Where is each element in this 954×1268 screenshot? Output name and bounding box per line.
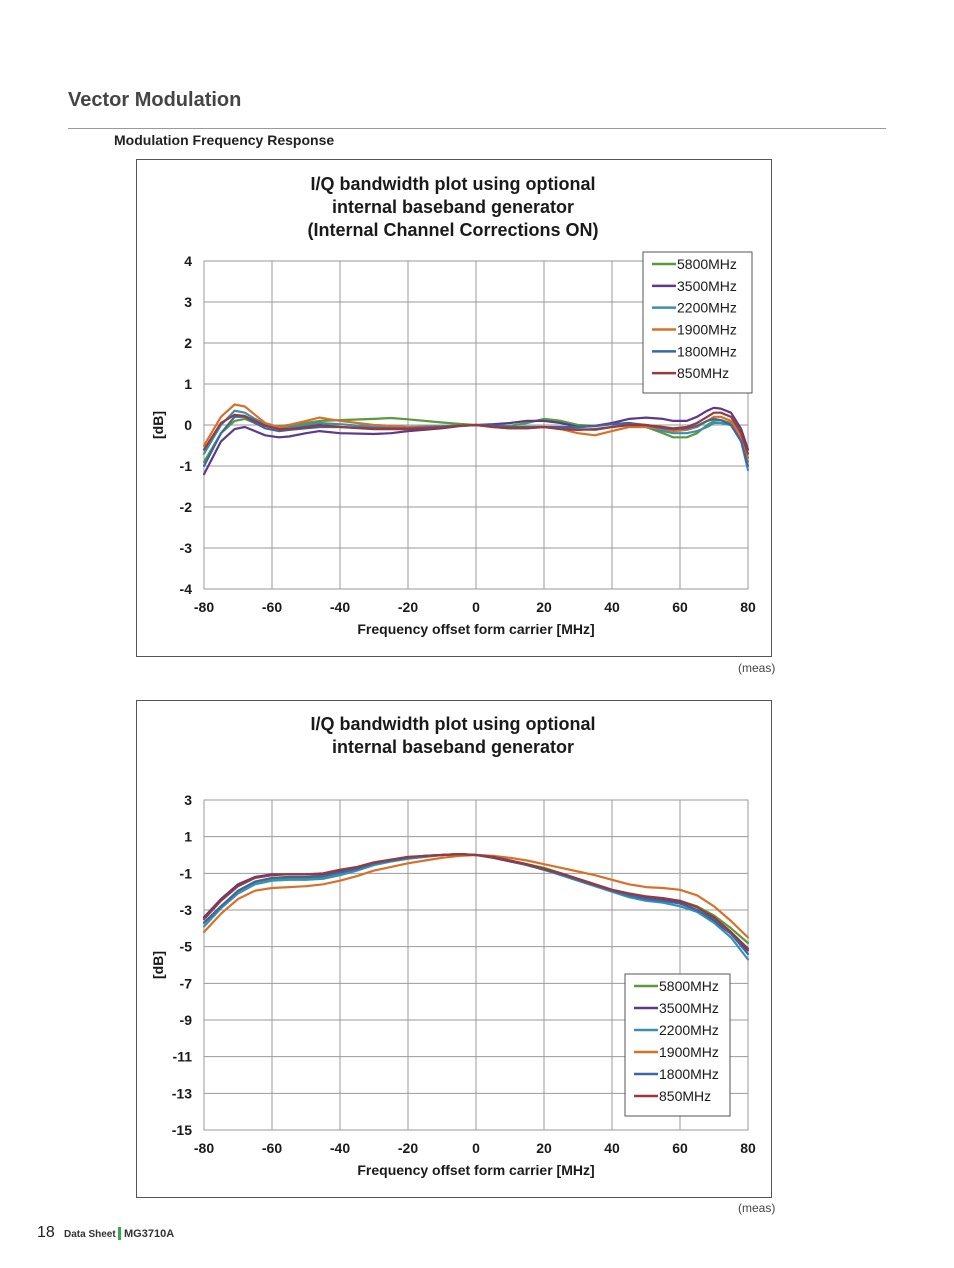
series-line-850MHz [202, 411, 750, 455]
chart-2-caption: (meas) [738, 1201, 776, 1215]
chart-2-y-tick-label: -11 [173, 1049, 193, 1065]
chart-2-y-tick-label: -9 [180, 1012, 193, 1028]
series-line-3500MHz [202, 406, 750, 476]
subsection-title: Modulation Frequency Response [114, 132, 335, 148]
chart-1-title-line: (Internal Channel Corrections ON) [307, 220, 598, 240]
chart-1-x-tick-label: 0 [472, 599, 480, 615]
legend-label-850MHz: 850MHz [659, 1088, 711, 1104]
chart-1-caption: (meas) [738, 661, 776, 675]
legend-label-5800MHz: 5800MHz [677, 256, 737, 272]
chart-1-x-tick-label: 60 [672, 599, 688, 615]
chart-2-x-tick-label: -80 [194, 1140, 214, 1156]
chart-1-y-tick-label: -2 [180, 499, 193, 515]
legend-label-2200MHz: 2200MHz [659, 1022, 719, 1038]
legend-label-1800MHz: 1800MHz [677, 343, 737, 359]
legend-label-1900MHz: 1900MHz [659, 1044, 719, 1060]
page-number: 18 [37, 1224, 55, 1241]
legend-label-5800MHz: 5800MHz [659, 978, 719, 994]
series-line-1800MHz [202, 415, 750, 468]
chart-2-x-tick-label: 0 [472, 1140, 480, 1156]
legend-label-1800MHz: 1800MHz [659, 1066, 719, 1082]
chart-2-x-tick-label: 40 [604, 1140, 620, 1156]
iq-bandwidth-chart-corrections-on: I/Q bandwidth plot using optional interna… [136, 159, 772, 657]
chart-1-x-tick-label: -80 [194, 599, 214, 615]
chart-2-y-tick-label: -1 [180, 865, 193, 881]
chart-2-x-tick-label: 80 [740, 1140, 756, 1156]
series-line-850MHz [202, 853, 750, 950]
chart-2-title-line: internal baseband generator [332, 737, 574, 757]
chart-1-x-tick-label: -60 [262, 599, 282, 615]
chart-2-y-tick-label: 3 [184, 792, 192, 808]
chart-2-x-tick-label: -60 [262, 1140, 282, 1156]
chart-1-y-tick-label: 2 [184, 335, 192, 351]
chart-1-y-tick-label: -1 [180, 458, 193, 474]
chart-2-y-tick-label: -7 [180, 975, 193, 991]
legend-label-850MHz: 850MHz [677, 365, 729, 381]
legend-label-1900MHz: 1900MHz [677, 322, 737, 338]
chart-2-x-tick-label: 20 [536, 1140, 552, 1156]
chart-2-legend [624, 973, 731, 1117]
chart-2-y-tick-label: -13 [172, 1085, 192, 1101]
chart-1-x-tick-label: -20 [398, 599, 418, 615]
chart-2-svg: I/Q bandwidth plot using optional interna… [150, 714, 756, 1178]
chart-1-legend [642, 251, 753, 394]
legend-label-2200MHz: 2200MHz [677, 300, 737, 316]
chart-1-y-tick-label: 0 [184, 417, 192, 433]
chart-1-y-axis-label: [dB] [150, 411, 166, 439]
doc-model: MG3710A [124, 1228, 175, 1240]
chart-2-y-axis-label: [dB] [150, 951, 166, 979]
chart-2-x-tick-label: -40 [330, 1140, 350, 1156]
chart-1-svg: I/Q bandwidth plot using optional interna… [150, 174, 756, 637]
iq-bandwidth-chart: I/Q bandwidth plot using optional interna… [136, 700, 772, 1198]
chart-1-title-line: I/Q bandwidth plot using optional [311, 174, 596, 194]
chart-2-y-tick-label: -5 [180, 939, 193, 955]
chart-1-x-axis-label: Frequency offset form carrier [MHz] [357, 621, 594, 637]
legend-label-3500MHz: 3500MHz [659, 1000, 719, 1016]
chart-1-x-tick-label: 40 [604, 599, 620, 615]
chart-1-y-tick-label: 4 [184, 253, 192, 269]
brand-bar [118, 1227, 121, 1240]
chart-2-y-tick-label: -15 [172, 1122, 192, 1138]
chart-1-x-tick-label: -40 [330, 599, 350, 615]
chart-1-x-tick-label: 20 [536, 599, 552, 615]
legend-label-3500MHz: 3500MHz [677, 278, 737, 294]
chart-1-y-tick-label: 3 [184, 294, 192, 310]
chart-2-title-line: I/Q bandwidth plot using optional [311, 714, 596, 734]
chart-2-x-tick-label: 60 [672, 1140, 688, 1156]
chart-1-y-tick-label: 1 [184, 376, 192, 392]
doc-type: Data Sheet [64, 1229, 116, 1240]
section-title: Vector Modulation [68, 89, 242, 111]
section-divider [68, 128, 886, 129]
chart-1-y-tick-label: -3 [180, 540, 193, 556]
chart-1-title-line: internal baseband generator [332, 197, 574, 217]
chart-2-y-tick-label: 1 [184, 829, 192, 845]
chart-2-y-tick-label: -3 [180, 902, 193, 918]
chart-2-x-axis-label: Frequency offset form carrier [MHz] [357, 1162, 594, 1178]
chart-1-x-tick-label: 80 [740, 599, 756, 615]
chart-2-x-tick-label: -20 [398, 1140, 418, 1156]
chart-1-y-tick-label: -4 [180, 581, 193, 597]
